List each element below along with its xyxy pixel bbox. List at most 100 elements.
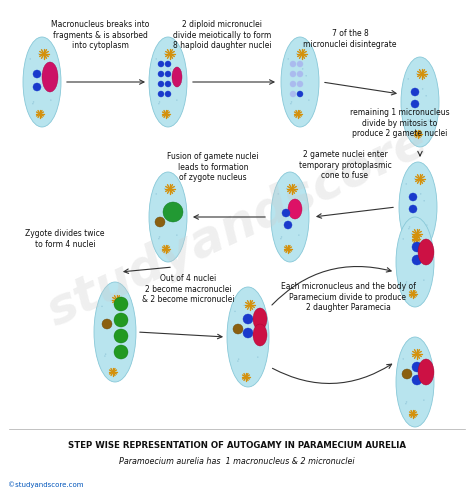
Ellipse shape bbox=[288, 58, 289, 60]
Ellipse shape bbox=[423, 200, 425, 202]
Ellipse shape bbox=[298, 235, 300, 236]
Ellipse shape bbox=[237, 360, 238, 362]
Ellipse shape bbox=[412, 255, 422, 265]
Ellipse shape bbox=[176, 99, 178, 101]
Ellipse shape bbox=[38, 53, 39, 54]
Ellipse shape bbox=[295, 210, 297, 212]
Ellipse shape bbox=[401, 57, 439, 147]
Ellipse shape bbox=[277, 193, 279, 195]
Ellipse shape bbox=[418, 359, 434, 385]
Ellipse shape bbox=[158, 103, 160, 104]
Ellipse shape bbox=[33, 83, 41, 91]
Ellipse shape bbox=[257, 356, 258, 358]
Ellipse shape bbox=[114, 313, 128, 327]
Ellipse shape bbox=[281, 37, 319, 127]
Ellipse shape bbox=[170, 68, 172, 70]
Ellipse shape bbox=[165, 71, 171, 77]
Ellipse shape bbox=[117, 317, 118, 318]
Ellipse shape bbox=[172, 67, 182, 87]
Ellipse shape bbox=[423, 400, 425, 401]
Ellipse shape bbox=[243, 328, 253, 338]
Ellipse shape bbox=[271, 172, 309, 262]
Ellipse shape bbox=[105, 353, 106, 355]
Ellipse shape bbox=[416, 73, 418, 75]
Ellipse shape bbox=[426, 224, 428, 226]
Ellipse shape bbox=[408, 228, 410, 230]
Ellipse shape bbox=[104, 355, 106, 357]
Ellipse shape bbox=[164, 53, 165, 54]
Ellipse shape bbox=[411, 88, 419, 96]
Ellipse shape bbox=[227, 287, 269, 387]
Ellipse shape bbox=[420, 193, 421, 195]
Ellipse shape bbox=[411, 121, 412, 123]
Ellipse shape bbox=[243, 314, 253, 324]
Ellipse shape bbox=[282, 209, 290, 217]
Ellipse shape bbox=[155, 193, 157, 195]
Ellipse shape bbox=[402, 358, 404, 360]
Text: 2 gamete nuclei enter
temporary protoplasmic
cone to fuse: 2 gamete nuclei enter temporary protopla… bbox=[299, 150, 392, 180]
Text: remaining 1 micronucleus
divide by mitosis to
produce 2 gamete nuclei: remaining 1 micronucleus divide by mitos… bbox=[350, 108, 450, 138]
Ellipse shape bbox=[414, 178, 415, 179]
Ellipse shape bbox=[290, 71, 296, 77]
Ellipse shape bbox=[402, 238, 404, 240]
Text: ©studyandscore.com: ©studyandscore.com bbox=[8, 482, 83, 489]
Ellipse shape bbox=[23, 37, 61, 127]
Ellipse shape bbox=[411, 233, 412, 235]
Ellipse shape bbox=[173, 210, 175, 212]
Ellipse shape bbox=[291, 101, 292, 103]
Text: 2 diploid micronuclei
divide meiotically to form
8 haploid daughter nuclei: 2 diploid micronuclei divide meiotically… bbox=[173, 20, 271, 50]
Ellipse shape bbox=[412, 362, 422, 372]
Ellipse shape bbox=[418, 239, 434, 265]
Ellipse shape bbox=[396, 337, 434, 427]
Ellipse shape bbox=[402, 369, 412, 379]
Ellipse shape bbox=[297, 91, 303, 97]
Ellipse shape bbox=[155, 217, 165, 227]
Text: Fusion of gamete nuclei
leads to formation
of zygote nucleus: Fusion of gamete nuclei leads to formati… bbox=[167, 152, 259, 182]
Ellipse shape bbox=[94, 282, 136, 382]
Ellipse shape bbox=[296, 53, 297, 54]
Ellipse shape bbox=[29, 58, 31, 60]
Ellipse shape bbox=[32, 103, 34, 104]
Ellipse shape bbox=[411, 100, 419, 108]
Ellipse shape bbox=[101, 306, 103, 307]
Ellipse shape bbox=[173, 75, 175, 77]
Ellipse shape bbox=[233, 324, 243, 334]
Ellipse shape bbox=[238, 358, 239, 360]
Ellipse shape bbox=[165, 81, 171, 87]
Ellipse shape bbox=[308, 99, 310, 101]
Ellipse shape bbox=[417, 368, 419, 370]
Ellipse shape bbox=[250, 322, 252, 323]
Ellipse shape bbox=[420, 375, 422, 377]
Ellipse shape bbox=[253, 308, 267, 330]
Ellipse shape bbox=[159, 236, 160, 238]
Ellipse shape bbox=[288, 199, 302, 219]
Ellipse shape bbox=[158, 81, 164, 87]
Ellipse shape bbox=[405, 403, 407, 405]
Text: STEP WISE REPRESENTATION OF AUTOGAMY IN PARAMECIUM AURELIA: STEP WISE REPRESENTATION OF AUTOGAMY IN … bbox=[68, 440, 406, 449]
Ellipse shape bbox=[409, 193, 417, 201]
Ellipse shape bbox=[406, 281, 407, 283]
Ellipse shape bbox=[396, 217, 434, 307]
Text: Zygote divides twice
to form 4 nuclei: Zygote divides twice to form 4 nuclei bbox=[25, 229, 105, 248]
Ellipse shape bbox=[428, 119, 429, 121]
Ellipse shape bbox=[284, 221, 292, 229]
Ellipse shape bbox=[114, 297, 128, 311]
Ellipse shape bbox=[411, 353, 412, 354]
Ellipse shape bbox=[405, 283, 407, 284]
Ellipse shape bbox=[290, 91, 296, 97]
Ellipse shape bbox=[234, 311, 236, 312]
Ellipse shape bbox=[423, 279, 425, 281]
Ellipse shape bbox=[158, 91, 164, 97]
Ellipse shape bbox=[290, 81, 296, 87]
Ellipse shape bbox=[408, 78, 409, 80]
Ellipse shape bbox=[114, 329, 128, 343]
Ellipse shape bbox=[286, 188, 287, 189]
Ellipse shape bbox=[254, 330, 255, 331]
Ellipse shape bbox=[159, 101, 160, 103]
Ellipse shape bbox=[405, 183, 407, 185]
Ellipse shape bbox=[164, 188, 165, 189]
Ellipse shape bbox=[47, 75, 49, 77]
Text: Macronucleus breaks into
fragments & is absorbed
into cytoplasm: Macronucleus breaks into fragments & is … bbox=[51, 20, 149, 50]
Ellipse shape bbox=[165, 61, 171, 67]
Ellipse shape bbox=[253, 324, 267, 346]
